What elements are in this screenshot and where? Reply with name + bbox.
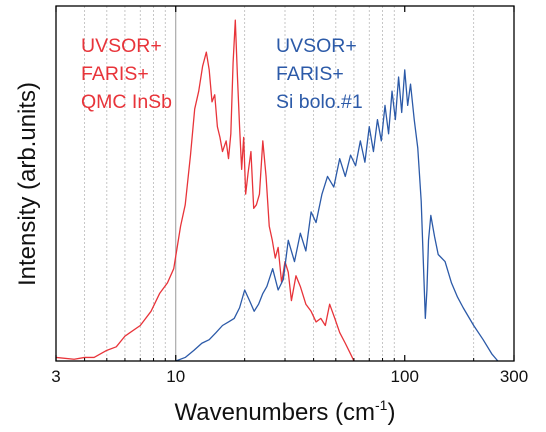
tick-layer: 3 10 100 300 xyxy=(51,6,528,386)
y-axis-label: Intensity (arb.units) xyxy=(14,82,41,286)
series-layer xyxy=(55,19,499,362)
annotation-red-line-3: QMC InSb xyxy=(81,91,172,113)
x-tick-label: 3 xyxy=(51,367,60,386)
annotation-blue-line-3: Si bolo.#1 xyxy=(276,91,363,113)
series-line-2 xyxy=(175,69,499,362)
x-tick-label: 300 xyxy=(500,367,528,386)
series-line-1 xyxy=(55,19,355,362)
x-axis-label-suffix: ) xyxy=(387,399,395,426)
x-axis-label-superscript: -1 xyxy=(375,397,388,413)
annotation-blue: UVSOR+ FARIS+ Si bolo.#1 xyxy=(276,35,363,113)
annotation-red-line-1: UVSOR+ xyxy=(81,35,162,57)
annotation-blue-line-2: FARIS+ xyxy=(276,63,344,85)
x-tick-label: 100 xyxy=(391,367,419,386)
annotation-red-line-2: FARIS+ xyxy=(81,63,149,85)
x-axis-label-prefix: Wavenumbers (cm xyxy=(175,399,375,426)
x-axis-label: Wavenumbers (cm-1) xyxy=(175,397,396,426)
annotation-red: UVSOR+ FARIS+ QMC InSb xyxy=(81,35,172,113)
x-tick-label: 10 xyxy=(166,367,185,386)
annotation-blue-line-1: UVSOR+ xyxy=(276,35,357,57)
